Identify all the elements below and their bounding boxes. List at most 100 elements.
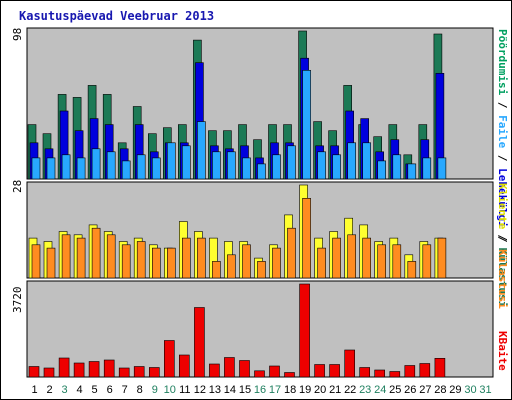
x-tick-label-day-11: 11 [179, 384, 190, 396]
bar-kbytes-day-11 [179, 354, 190, 378]
x-tick-label-day-10: 10 [164, 384, 176, 396]
bar-visitors-day-13 [212, 261, 221, 279]
x-tick-label-day-2: 2 [46, 384, 52, 396]
bar-files-day-4 [76, 157, 86, 180]
x-tick-label-day-22: 22 [344, 384, 356, 396]
bar-visitors-day-20 [317, 247, 326, 279]
bar-visitors-day-19 [302, 198, 311, 279]
x-tick-label-day-6: 6 [107, 384, 113, 396]
bar-files-day-28 [437, 157, 447, 180]
bar-kbytes-day-17 [269, 365, 280, 378]
x-tick-label-day-26: 26 [404, 384, 416, 396]
bar-visitors-day-14 [227, 254, 236, 279]
x-tick-label-day-8: 8 [137, 384, 143, 396]
x-tick-label-day-20: 20 [314, 384, 326, 396]
bar-files-day-11 [182, 145, 191, 180]
bar-files-day-17 [272, 154, 281, 180]
bar-kbytes-day-4 [73, 362, 85, 378]
x-tick-label-day-17: 17 [269, 384, 281, 396]
bar-kbytes-day-13 [209, 363, 220, 378]
bar-files-day-12 [197, 121, 206, 180]
x-tick-label-day-9: 9 [152, 384, 158, 396]
bar-visitors-day-24 [377, 244, 387, 279]
bar-kbytes-day-3 [58, 357, 70, 378]
bar-kbytes-day-21 [329, 364, 340, 378]
bar-visitors-day-9 [152, 247, 161, 279]
x-tick-label-day-21: 21 [329, 384, 341, 396]
bar-kbytes-day-1 [28, 366, 40, 378]
bar-visitors-day-6 [106, 234, 116, 279]
bar-kbytes-day-9 [149, 367, 160, 378]
x-tick-label-day-4: 4 [77, 384, 83, 396]
bar-files-day-22 [347, 142, 357, 180]
bar-files-day-19 [302, 70, 311, 180]
x-tick-label-day-16: 16 [254, 384, 266, 396]
x-tick-label-day-31: 31 [479, 384, 491, 396]
bar-kbytes-day-2 [43, 367, 55, 378]
bar-files-day-14 [227, 151, 236, 180]
bar-files-day-25 [392, 154, 402, 180]
bar-visitors-day-11 [182, 237, 191, 279]
x-tick-label-day-18: 18 [284, 384, 296, 396]
bar-visitors-day-2 [46, 247, 56, 279]
x-tick-label-day-15: 15 [239, 384, 251, 396]
bar-files-day-16 [257, 163, 266, 180]
bar-visitors-day-23 [362, 237, 372, 279]
bar-files-day-5 [91, 148, 101, 180]
x-tick-label-day-25: 25 [389, 384, 401, 396]
bar-files-day-6 [106, 151, 116, 180]
bar-files-day-15 [242, 157, 251, 180]
bar-visitors-day-1 [31, 244, 41, 279]
bar-kbytes-day-20 [314, 364, 325, 378]
bar-kbytes-day-23 [359, 367, 371, 378]
bar-visitors-day-12 [197, 237, 206, 279]
bar-files-day-26 [407, 163, 417, 180]
x-tick-label-day-1: 1 [31, 384, 37, 396]
bar-visitors-day-26 [407, 261, 417, 279]
x-tick-label-day-12: 12 [194, 384, 206, 396]
bar-visitors-day-5 [91, 227, 101, 279]
x-tick-label-day-27: 27 [419, 384, 431, 396]
bar-visitors-day-4 [76, 237, 86, 279]
bar-kbytes-day-12 [194, 307, 205, 378]
bar-kbytes-day-5 [88, 361, 100, 378]
bar-visitors-day-10 [167, 247, 176, 279]
bar-kbytes-day-25 [389, 371, 401, 378]
x-tick-label-day-14: 14 [224, 384, 236, 396]
x-tick-label-day-28: 28 [434, 384, 446, 396]
bar-kbytes-day-16 [254, 370, 265, 378]
bar-kbytes-day-8 [133, 366, 145, 378]
x-tick-label-day-23: 23 [359, 384, 371, 396]
bar-visitors-day-28 [437, 237, 447, 279]
x-tick-label-day-7: 7 [122, 384, 128, 396]
bar-visitors-day-8 [136, 241, 146, 279]
x-tick-label-day-24: 24 [374, 384, 386, 396]
bar-visitors-day-15 [242, 244, 251, 279]
bar-files-day-27 [422, 157, 432, 180]
chart-title: Kasutuspäevad Veebruar 2013 [19, 9, 215, 23]
bar-kbytes-day-14 [224, 357, 235, 378]
bar-kbytes-day-7 [118, 367, 130, 378]
bar-visitors-day-7 [121, 244, 131, 279]
bar-visitors-day-22 [347, 234, 357, 279]
bar-kbytes-day-24 [374, 369, 386, 378]
bar-kbytes-day-27 [419, 363, 431, 378]
bar-files-day-20 [317, 151, 326, 180]
bar-files-day-10 [167, 142, 176, 180]
bar-kbytes-day-22 [344, 349, 356, 378]
bar-files-day-13 [212, 151, 221, 180]
bar-files-day-7 [121, 160, 131, 180]
bar-visitors-day-16 [257, 261, 266, 279]
bar-visitors-day-18 [287, 227, 296, 279]
bar-files-day-8 [136, 154, 146, 180]
bar-files-day-2 [46, 157, 56, 180]
bar-visitors-day-25 [392, 244, 402, 279]
x-tick-label-day-5: 5 [92, 384, 98, 396]
x-tick-label-day-3: 3 [62, 384, 68, 396]
bar-files-day-9 [152, 157, 161, 180]
bar-kbytes-day-6 [103, 359, 115, 378]
bar-files-day-18 [287, 145, 296, 180]
x-tick-label-day-30: 30 [464, 384, 476, 396]
